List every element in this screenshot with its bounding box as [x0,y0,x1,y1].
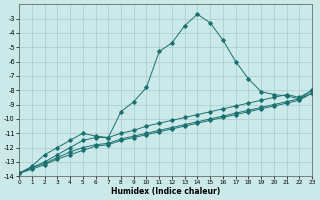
X-axis label: Humidex (Indice chaleur): Humidex (Indice chaleur) [111,187,220,196]
